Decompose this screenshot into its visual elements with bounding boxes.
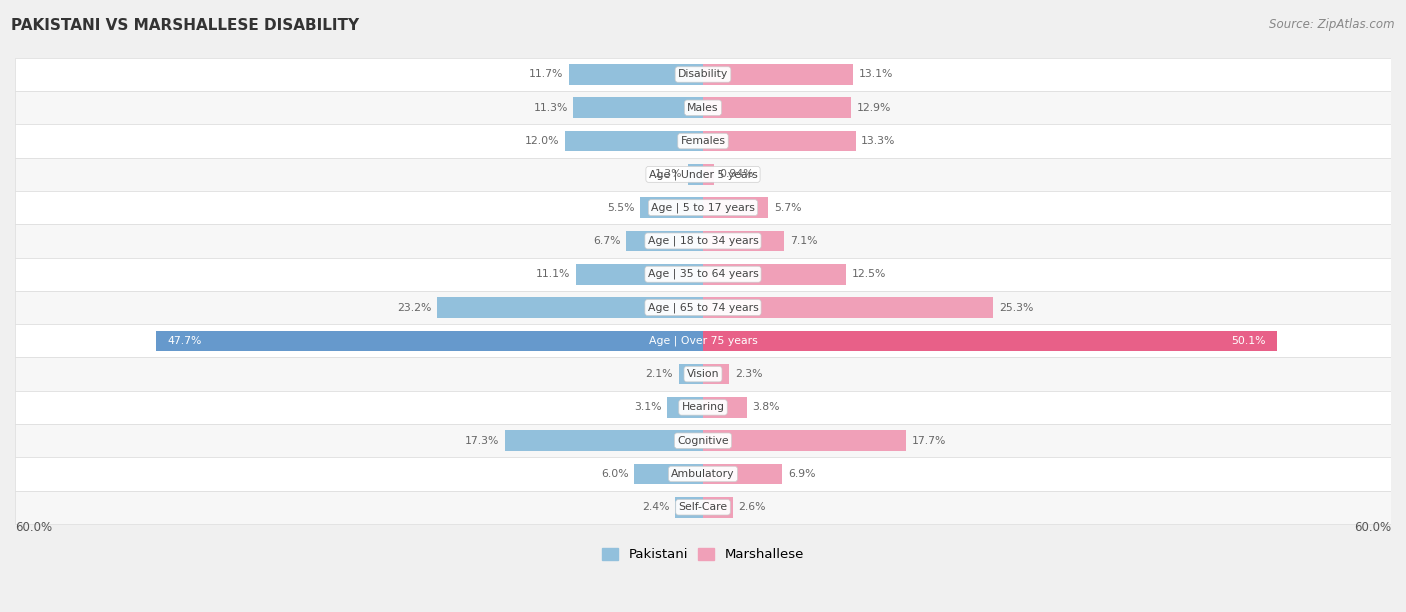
Text: 23.2%: 23.2%	[396, 302, 432, 313]
Text: Vision: Vision	[686, 369, 720, 379]
Text: 13.1%: 13.1%	[859, 70, 893, 80]
Bar	[565, 131, 703, 151]
Bar	[703, 231, 785, 252]
Legend: Pakistani, Marshallese: Pakistani, Marshallese	[596, 543, 810, 567]
Bar	[703, 397, 747, 418]
Text: Hearing: Hearing	[682, 403, 724, 412]
FancyBboxPatch shape	[15, 258, 1391, 291]
Text: 3.8%: 3.8%	[752, 403, 780, 412]
Bar	[668, 397, 703, 418]
FancyBboxPatch shape	[15, 158, 1391, 191]
Bar	[679, 364, 703, 384]
Text: 5.7%: 5.7%	[775, 203, 801, 212]
Bar	[703, 164, 714, 185]
Bar	[703, 64, 853, 85]
Bar	[505, 430, 703, 451]
FancyBboxPatch shape	[15, 191, 1391, 225]
Bar	[703, 464, 782, 484]
Text: Males: Males	[688, 103, 718, 113]
Text: 17.3%: 17.3%	[464, 436, 499, 446]
Text: Cognitive: Cognitive	[678, 436, 728, 446]
FancyBboxPatch shape	[15, 324, 1391, 357]
Bar	[626, 231, 703, 252]
Bar	[437, 297, 703, 318]
Text: Source: ZipAtlas.com: Source: ZipAtlas.com	[1270, 18, 1395, 31]
Bar	[569, 64, 703, 85]
Bar	[703, 297, 993, 318]
Bar	[575, 264, 703, 285]
Text: 5.5%: 5.5%	[607, 203, 634, 212]
Text: 2.1%: 2.1%	[645, 369, 673, 379]
Text: 60.0%: 60.0%	[1354, 521, 1391, 534]
Text: 7.1%: 7.1%	[790, 236, 818, 246]
FancyBboxPatch shape	[15, 291, 1391, 324]
Bar	[703, 430, 905, 451]
FancyBboxPatch shape	[15, 91, 1391, 124]
Text: Ambulatory: Ambulatory	[671, 469, 735, 479]
Text: PAKISTANI VS MARSHALLESE DISABILITY: PAKISTANI VS MARSHALLESE DISABILITY	[11, 18, 360, 34]
Text: 60.0%: 60.0%	[15, 521, 52, 534]
Text: Age | 5 to 17 years: Age | 5 to 17 years	[651, 203, 755, 213]
Text: 12.5%: 12.5%	[852, 269, 886, 279]
Text: Age | Under 5 years: Age | Under 5 years	[648, 169, 758, 179]
Text: 2.6%: 2.6%	[738, 502, 766, 512]
Text: 12.0%: 12.0%	[526, 136, 560, 146]
Text: 1.3%: 1.3%	[655, 170, 682, 179]
Bar	[640, 197, 703, 218]
FancyBboxPatch shape	[15, 424, 1391, 457]
FancyBboxPatch shape	[15, 457, 1391, 491]
Text: Disability: Disability	[678, 70, 728, 80]
Text: 2.3%: 2.3%	[735, 369, 762, 379]
FancyBboxPatch shape	[15, 357, 1391, 390]
Text: 17.7%: 17.7%	[911, 436, 946, 446]
Text: Age | 18 to 34 years: Age | 18 to 34 years	[648, 236, 758, 246]
Bar	[703, 131, 855, 151]
Text: 6.7%: 6.7%	[593, 236, 620, 246]
Text: Age | 65 to 74 years: Age | 65 to 74 years	[648, 302, 758, 313]
Bar	[703, 497, 733, 518]
FancyBboxPatch shape	[15, 124, 1391, 158]
Text: 11.1%: 11.1%	[536, 269, 569, 279]
Text: 6.9%: 6.9%	[787, 469, 815, 479]
FancyBboxPatch shape	[15, 225, 1391, 258]
Bar	[703, 97, 851, 118]
Text: 25.3%: 25.3%	[998, 302, 1033, 313]
Bar	[688, 164, 703, 185]
Text: 11.3%: 11.3%	[533, 103, 568, 113]
Bar	[634, 464, 703, 484]
Text: Self-Care: Self-Care	[679, 502, 727, 512]
FancyBboxPatch shape	[15, 58, 1391, 91]
Bar	[156, 330, 703, 351]
Bar	[675, 497, 703, 518]
Text: 50.1%: 50.1%	[1232, 336, 1265, 346]
Text: 11.7%: 11.7%	[529, 70, 564, 80]
Bar	[703, 197, 768, 218]
Text: Age | Over 75 years: Age | Over 75 years	[648, 335, 758, 346]
Text: 6.0%: 6.0%	[600, 469, 628, 479]
Text: 3.1%: 3.1%	[634, 403, 662, 412]
Bar	[703, 330, 1278, 351]
FancyBboxPatch shape	[15, 491, 1391, 524]
Bar	[703, 264, 846, 285]
Text: 2.4%: 2.4%	[643, 502, 669, 512]
Text: 12.9%: 12.9%	[856, 103, 891, 113]
Bar	[574, 97, 703, 118]
Text: 13.3%: 13.3%	[862, 136, 896, 146]
Text: 0.94%: 0.94%	[720, 170, 754, 179]
Text: Age | 35 to 64 years: Age | 35 to 64 years	[648, 269, 758, 280]
Text: 47.7%: 47.7%	[167, 336, 202, 346]
Bar	[703, 364, 730, 384]
Text: Females: Females	[681, 136, 725, 146]
FancyBboxPatch shape	[15, 390, 1391, 424]
